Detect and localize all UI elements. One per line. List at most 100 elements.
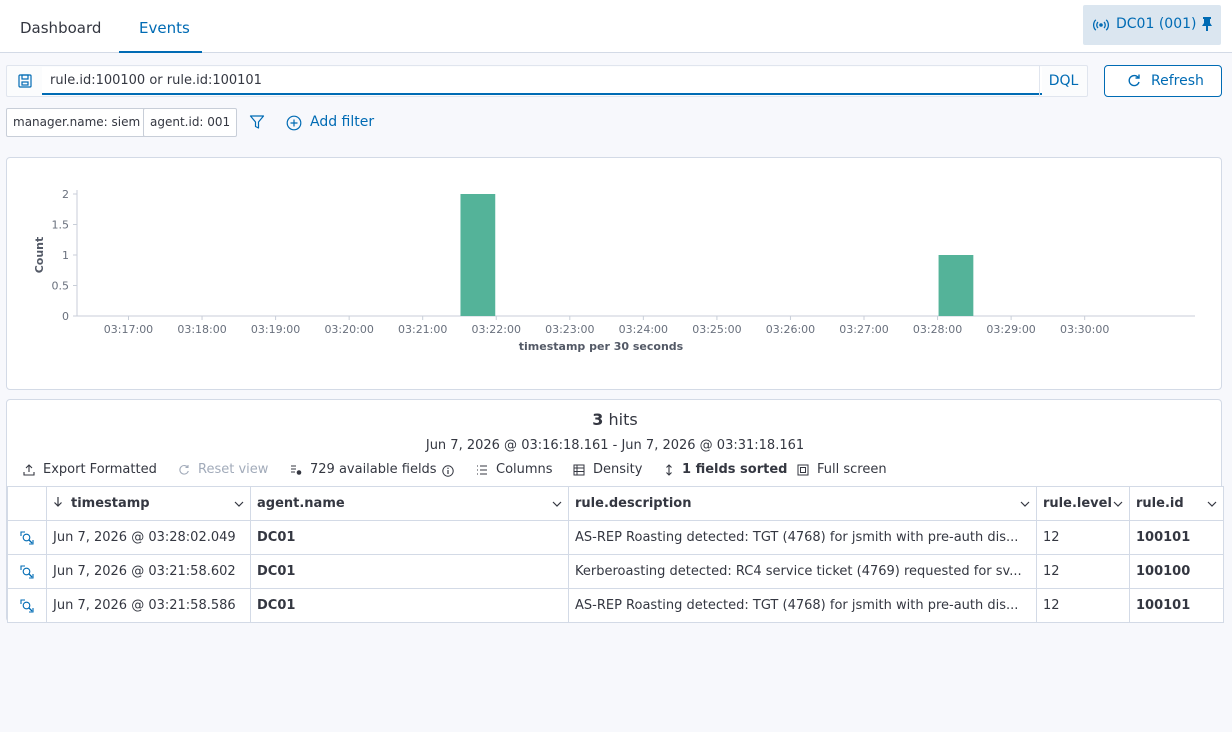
cell-rule-id[interactable]: 100101 (1129, 588, 1224, 623)
query-input[interactable] (42, 67, 1042, 95)
x-axis-label: timestamp per 30 seconds (519, 340, 684, 353)
events-table: timestamp agent.name rule.description ru… (7, 486, 1224, 623)
x-tick-label: 03:21:00 (398, 323, 447, 336)
histogram-chart: 0 0.5 1 1.5 2 03:17:00 03:18:00 03:19:00 03:20:0… (33, 188, 1195, 353)
query-bar: DQL (6, 65, 1088, 97)
chevron-down-icon[interactable] (1113, 499, 1123, 509)
table-row: Jun 7, 2026 @ 03:28:02.049 DC01 AS-REP R… (7, 520, 1224, 555)
chevron-down-icon[interactable] (234, 499, 244, 509)
header-agent-name[interactable]: agent.name (250, 486, 569, 521)
inspect-icon[interactable] (19, 530, 35, 546)
table-row: Jun 7, 2026 @ 03:21:58.586 DC01 AS-REP R… (7, 588, 1224, 623)
y-tick-label: 1 (62, 249, 69, 262)
x-tick-label: 03:18:00 (177, 323, 226, 336)
header-agent-name-label: agent.name (257, 496, 345, 511)
tab-events[interactable]: Events (119, 0, 202, 53)
cell-agent-name[interactable]: DC01 (250, 588, 569, 623)
x-tick-label: 03:24:00 (619, 323, 668, 336)
y-tick-label: 1.5 (52, 219, 70, 232)
x-tick-label: 03:25:00 (692, 323, 741, 336)
agent-selector-label: DC01 (001) (1116, 16, 1197, 32)
chevron-down-icon[interactable] (1207, 499, 1217, 509)
cell-rule-id[interactable]: 100101 (1129, 520, 1224, 555)
row-inspect-cell[interactable] (7, 554, 47, 589)
refresh-icon (1128, 74, 1140, 87)
refresh-button-label: Refresh (1151, 73, 1204, 89)
header-rule-level[interactable]: rule.level (1036, 486, 1130, 521)
cell-rule-level: 12 (1036, 554, 1130, 589)
cell-rule-level: 12 (1036, 588, 1130, 623)
x-tick-label: 03:17:00 (104, 323, 153, 336)
x-tick-label: 03:26:00 (766, 323, 815, 336)
x-tick-label: 03:20:00 (324, 323, 373, 336)
refresh-button[interactable]: Refresh (1104, 65, 1222, 97)
fields-icon (291, 465, 302, 475)
y-tick-label: 0 (62, 310, 69, 323)
save-query-icon[interactable] (17, 73, 33, 89)
add-filter-label: Add filter (310, 114, 375, 130)
cell-rule-level: 12 (1036, 520, 1130, 555)
y-tick-label: 2 (62, 188, 69, 201)
grid-toolbar: Export Formatted Reset view 729 availabl… (7, 461, 1223, 481)
reset-view-label: Reset view (198, 462, 269, 477)
list-icon (477, 465, 487, 475)
chevron-down-icon[interactable] (552, 499, 562, 509)
plus-circle-icon (286, 115, 302, 131)
full-screen-label: Full screen (817, 462, 887, 477)
x-tick-label: 03:23:00 (545, 323, 594, 336)
reset-icon (179, 465, 189, 475)
export-icon (23, 464, 35, 476)
fullscreen-icon (797, 464, 809, 476)
table-row: Jun 7, 2026 @ 03:21:58.602 DC01 Kerberoa… (7, 554, 1224, 589)
cell-agent-name[interactable]: DC01 (250, 520, 569, 555)
header-rule-id[interactable]: rule.id (1129, 486, 1224, 521)
header-rule-description-label: rule.description (575, 496, 692, 511)
sort-icon (666, 464, 672, 476)
x-tick-label: 03:22:00 (472, 323, 521, 336)
arrow-down-icon (54, 497, 62, 507)
x-tick-label: 03:30:00 (1060, 323, 1109, 336)
filter-pill-agent[interactable]: agent.id: 001 (143, 108, 238, 137)
histogram-bar (460, 194, 496, 316)
inspect-icon[interactable] (19, 598, 35, 614)
inspect-icon[interactable] (19, 564, 35, 580)
filter-pill-manager[interactable]: manager.name: siem (6, 108, 148, 137)
x-tick-label: 03:27:00 (839, 323, 888, 336)
time-range: Jun 7, 2026 @ 03:16:18.161 - Jun 7, 2026… (425, 438, 805, 453)
broadcast-icon (1093, 19, 1109, 31)
cell-timestamp: Jun 7, 2026 @ 03:21:58.602 (46, 554, 251, 589)
cell-timestamp: Jun 7, 2026 @ 03:28:02.049 (46, 520, 251, 555)
histogram-panel: 0 0.5 1 1.5 2 03:17:00 03:18:00 03:19:00 03:20:0… (6, 157, 1222, 390)
columns-label: Columns (496, 462, 553, 477)
header-rule-id-label: rule.id (1136, 496, 1184, 511)
density-icon (573, 464, 585, 476)
sort-fields-label: 1 fields sorted (682, 462, 788, 477)
row-inspect-cell[interactable] (7, 520, 47, 555)
available-fields-label: 729 available fields (310, 462, 437, 477)
header-actions (7, 486, 47, 521)
tab-dashboard[interactable]: Dashboard (20, 19, 102, 37)
row-inspect-cell[interactable] (7, 588, 47, 623)
agent-selector[interactable]: DC01 (001) (1083, 5, 1221, 45)
table-header-row: timestamp agent.name rule.description ru… (7, 486, 1224, 521)
chevron-down-icon[interactable] (1020, 499, 1030, 509)
hits-count: 3 hits (7, 410, 1223, 429)
density-label: Density (593, 462, 643, 477)
filter-icon[interactable] (249, 114, 265, 130)
pin-icon[interactable] (1200, 16, 1214, 32)
cell-rule-description: Kerberoasting detected: RC4 service tick… (568, 554, 1037, 589)
cell-rule-id[interactable]: 100100 (1129, 554, 1224, 589)
x-tick-label: 03:29:00 (986, 323, 1035, 336)
top-tab-bar: Dashboard Events DC01 (001) (0, 0, 1232, 53)
y-tick-label: 0.5 (52, 280, 70, 293)
query-language-button[interactable]: DQL (1039, 66, 1087, 96)
y-axis-label: Count (33, 237, 46, 274)
results-panel: 3 hits Jun 7, 2026 @ 03:16:18.161 - Jun … (6, 399, 1224, 623)
x-tick-label: 03:19:00 (251, 323, 300, 336)
info-icon[interactable] (442, 465, 454, 477)
cell-agent-name[interactable]: DC01 (250, 554, 569, 589)
header-timestamp[interactable]: timestamp (46, 486, 251, 521)
header-rule-description[interactable]: rule.description (568, 486, 1037, 521)
x-tick-label: 03:28:00 (913, 323, 962, 336)
